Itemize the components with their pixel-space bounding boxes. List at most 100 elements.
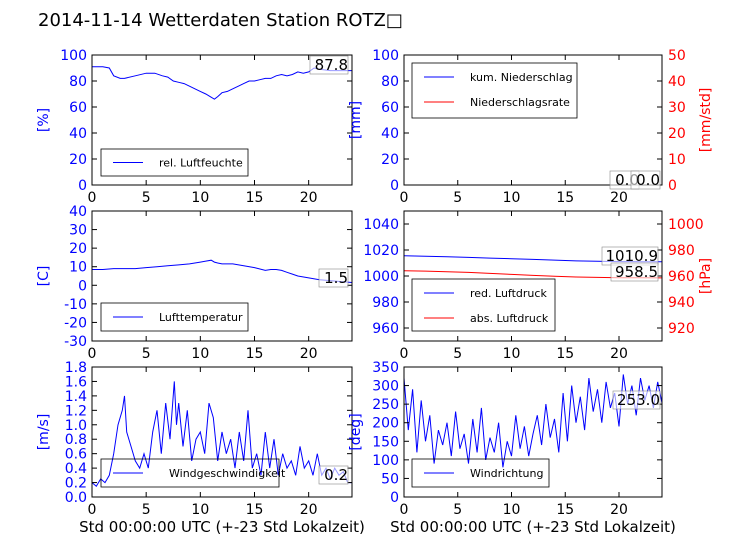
y2-tick-label: 30 bbox=[668, 100, 686, 116]
y-axis-label: [C] bbox=[36, 266, 52, 287]
legend-label: red. Luftdruck bbox=[470, 287, 547, 300]
value-annotation: 0.2 bbox=[318, 465, 349, 485]
legend-box bbox=[411, 458, 550, 488]
value-annotation: 0.0 bbox=[630, 170, 661, 190]
y-tick-label: 960 bbox=[372, 321, 399, 337]
series-line-windspeed-0 bbox=[92, 381, 352, 487]
legend-label: Niederschlagsrate bbox=[470, 96, 570, 109]
y-tick-label: 0.0 bbox=[65, 490, 87, 506]
x-tick-label: 5 bbox=[142, 190, 151, 206]
y-tick-label: 40 bbox=[69, 204, 87, 220]
y-axis-label: [mm] bbox=[348, 101, 364, 139]
y-tick-label: 980 bbox=[372, 295, 399, 311]
y-tick-label: 200 bbox=[372, 416, 399, 432]
legend-label: Windgeschwindigkeit bbox=[169, 467, 286, 480]
x-tick-label: 0 bbox=[88, 190, 97, 206]
y-tick-label: 250 bbox=[372, 397, 399, 413]
y-tick-label: 1020 bbox=[363, 243, 399, 259]
y-tick-label: 80 bbox=[69, 74, 87, 90]
plot-frame bbox=[403, 54, 663, 186]
figure-title: 2014-11-14 Wetterdaten Station ROTZ□ bbox=[38, 10, 403, 31]
y-axis-label: [m/s] bbox=[36, 414, 52, 451]
y-tick-label: -30 bbox=[64, 334, 87, 350]
x-tick-label: 15 bbox=[556, 346, 574, 362]
x-tick-label: 20 bbox=[610, 190, 628, 206]
y2-tick-label: 40 bbox=[668, 74, 686, 90]
y-tick-label: 40 bbox=[69, 126, 87, 142]
x-tick-label: 15 bbox=[556, 502, 574, 518]
y2-tick-label: 960 bbox=[668, 269, 695, 285]
x-tick-label: 15 bbox=[556, 190, 574, 206]
x-tick-label: 20 bbox=[300, 502, 318, 518]
y2-tick-label: 50 bbox=[668, 48, 686, 64]
y2-axis-label: [mm/std] bbox=[698, 88, 714, 153]
y-tick-label: 1.0 bbox=[65, 418, 87, 434]
y-tick-label: 60 bbox=[381, 100, 399, 116]
x-tick-label: 10 bbox=[191, 502, 209, 518]
value-annotation: 87.8 bbox=[309, 55, 349, 75]
x-tick-label: 0 bbox=[400, 502, 409, 518]
y-tick-label: -20 bbox=[64, 315, 87, 331]
annotation-box bbox=[318, 268, 349, 288]
y-tick-label: 30 bbox=[69, 223, 87, 239]
y-tick-label: 20 bbox=[69, 152, 87, 168]
x-axis-label: Std 00:00:00 UTC (+-23 Std Lokalzeit) bbox=[390, 518, 676, 536]
legend-box bbox=[100, 302, 249, 332]
x-tick-label: 0 bbox=[400, 346, 409, 362]
annotation-text: 958.5 bbox=[615, 263, 658, 281]
x-tick-label: 5 bbox=[453, 190, 462, 206]
y2-tick-label: 1000 bbox=[668, 217, 704, 233]
x-tick-label: 15 bbox=[246, 346, 264, 362]
annotation-box bbox=[612, 390, 661, 410]
y-tick-label: -10 bbox=[64, 297, 87, 313]
y-tick-label: 60 bbox=[69, 100, 87, 116]
legend-precipitation: kum. Niederschlag Niederschlagsrate bbox=[411, 62, 578, 119]
legend-label: rel. Luftfeuchte bbox=[159, 157, 243, 170]
x-axis-label: Std 00:00:00 UTC (+-23 Std Lokalzeit) bbox=[79, 518, 365, 536]
plot-frame bbox=[91, 366, 353, 498]
y2-axis-label: [hPa] bbox=[698, 258, 714, 294]
y-tick-label: 0.6 bbox=[65, 447, 87, 463]
y-axis-label: [%] bbox=[36, 108, 52, 132]
x-tick-label: 5 bbox=[142, 502, 151, 518]
legend-box bbox=[411, 62, 578, 119]
series-line-winddirection-0 bbox=[404, 374, 662, 468]
annotation-text: 253.0 bbox=[617, 391, 660, 409]
plot-frame bbox=[403, 366, 663, 498]
y2-tick-label: 0 bbox=[668, 178, 677, 194]
y-tick-label: 80 bbox=[381, 74, 399, 90]
y-tick-label: 1.2 bbox=[65, 403, 87, 419]
y-tick-label: 100 bbox=[60, 48, 87, 64]
y-tick-label: 10 bbox=[69, 260, 87, 276]
annotation-text: 1.5 bbox=[324, 269, 348, 287]
annotation-text: 0.0 bbox=[636, 171, 660, 189]
value-annotation: 958.5 bbox=[610, 262, 659, 282]
x-tick-label: 10 bbox=[503, 346, 521, 362]
annotation-box bbox=[309, 55, 349, 75]
x-tick-label: 0 bbox=[400, 190, 409, 206]
y2-tick-label: 980 bbox=[668, 243, 695, 259]
panel-temperature: 0 5 10 15 20 -30 -20 -10 0 10 20 30 40 [C] Lufttempera… bbox=[36, 204, 353, 362]
y2-tick-label: 10 bbox=[668, 152, 686, 168]
legend-label: kum. Niederschlag bbox=[470, 71, 573, 84]
y2-tick-label: 940 bbox=[668, 295, 695, 311]
y-tick-label: 1.4 bbox=[65, 389, 87, 405]
legend-label: Windrichtung bbox=[470, 467, 543, 480]
panel-humidity: 0 5 10 15 20 0 20 40 60 80 100 [%] rel. Luftfeuchte 8… bbox=[36, 48, 353, 206]
legend-windspeed: Windgeschwindigkeit bbox=[100, 458, 286, 488]
legend-box bbox=[100, 458, 280, 488]
x-tick-label: 20 bbox=[610, 502, 628, 518]
x-tick-label: 0 bbox=[88, 502, 97, 518]
legend-temperature: Lufttemperatur bbox=[100, 302, 249, 332]
x-tick-label: 5 bbox=[142, 346, 151, 362]
y2-tick-label: 920 bbox=[668, 321, 695, 337]
y-tick-label: 1.8 bbox=[65, 360, 87, 376]
legend-pressure: red. Luftdruck abs. Luftdruck bbox=[411, 278, 556, 332]
x-tick-label: 20 bbox=[300, 346, 318, 362]
x-tick-label: 15 bbox=[246, 190, 264, 206]
panel-pressure: 0 5 10 15 20 960 980 1000 1020 1040 920 940 960 980 10… bbox=[363, 210, 714, 362]
y-tick-label: 1040 bbox=[363, 217, 399, 233]
series-line-humidity-0 bbox=[92, 66, 352, 100]
